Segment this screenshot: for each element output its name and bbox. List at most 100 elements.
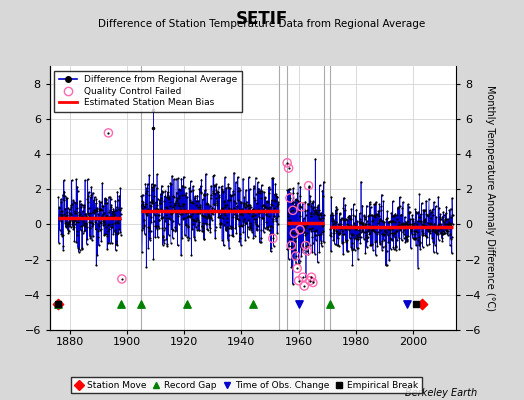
Point (106, 207, 115, 214)
Point (402, 221, 411, 227)
Point (159, 189, 167, 195)
Point (329, 216, 337, 222)
Point (387, 235, 395, 242)
Point (333, 228, 342, 234)
Point (139, 225, 147, 232)
Point (143, 212, 151, 219)
Point (293, 265, 301, 272)
Point (225, 205, 234, 211)
Point (202, 214, 211, 221)
Point (246, 204, 255, 210)
Point (141, 201, 150, 207)
Point (235, 184, 243, 191)
Point (163, 189, 172, 195)
Point (114, 217, 122, 224)
Point (219, 189, 227, 195)
Point (222, 226, 231, 232)
Point (220, 222, 228, 228)
Point (239, 176, 247, 182)
Point (424, 228, 433, 234)
Point (272, 194, 281, 200)
Point (104, 221, 113, 228)
Point (339, 231, 347, 238)
Point (199, 225, 208, 231)
Point (250, 216, 259, 222)
Point (149, 256, 158, 262)
Point (402, 238, 411, 245)
Point (350, 201, 358, 208)
Point (250, 182, 258, 189)
Point (209, 206, 217, 212)
Point (158, 224, 167, 231)
Point (413, 221, 421, 228)
Point (262, 218, 270, 225)
Point (114, 220, 123, 226)
Point (436, 211, 444, 218)
Point (183, 208, 191, 215)
Point (391, 243, 400, 250)
Point (385, 257, 394, 263)
Point (102, 213, 110, 219)
Point (373, 224, 381, 230)
Point (367, 227, 375, 234)
Point (425, 225, 434, 231)
Point (438, 231, 446, 237)
Point (349, 246, 357, 252)
Point (366, 230, 374, 236)
Point (174, 213, 182, 220)
Point (234, 188, 243, 194)
Point (330, 230, 338, 236)
Point (95, 206, 104, 212)
Point (270, 191, 279, 198)
Point (196, 206, 204, 212)
Point (177, 207, 185, 213)
Point (225, 223, 234, 229)
Point (380, 227, 389, 234)
Point (398, 205, 407, 211)
Point (357, 220, 366, 226)
Point (438, 224, 446, 230)
Point (260, 204, 269, 210)
Point (169, 235, 177, 241)
Point (249, 235, 257, 242)
Point (241, 204, 249, 211)
Point (102, 224, 110, 230)
Point (59, 246, 67, 253)
Point (208, 204, 216, 211)
Point (357, 219, 365, 226)
Point (174, 220, 183, 227)
Point (336, 223, 344, 229)
Point (187, 188, 195, 194)
Point (80, 204, 88, 210)
Point (396, 203, 404, 209)
Point (154, 206, 162, 213)
Point (227, 206, 235, 212)
Point (140, 223, 149, 229)
Point (114, 206, 123, 212)
Point (434, 222, 442, 228)
Point (224, 236, 232, 243)
Point (268, 202, 276, 208)
Point (90, 197, 98, 204)
Point (196, 210, 204, 216)
Point (77, 227, 85, 233)
Point (306, 193, 314, 199)
Point (183, 194, 191, 200)
Point (187, 252, 195, 259)
Point (359, 229, 368, 235)
Point (318, 188, 326, 194)
Point (143, 188, 151, 195)
Point (72, 239, 81, 245)
Point (231, 224, 239, 231)
Point (304, 226, 313, 232)
Point (287, 264, 296, 270)
Point (210, 182, 219, 188)
Point (284, 222, 292, 228)
Point (178, 192, 186, 198)
Point (99, 203, 107, 209)
Point (264, 206, 272, 212)
Point (385, 226, 394, 232)
Point (364, 226, 372, 233)
Point (172, 227, 181, 234)
Point (179, 183, 188, 189)
